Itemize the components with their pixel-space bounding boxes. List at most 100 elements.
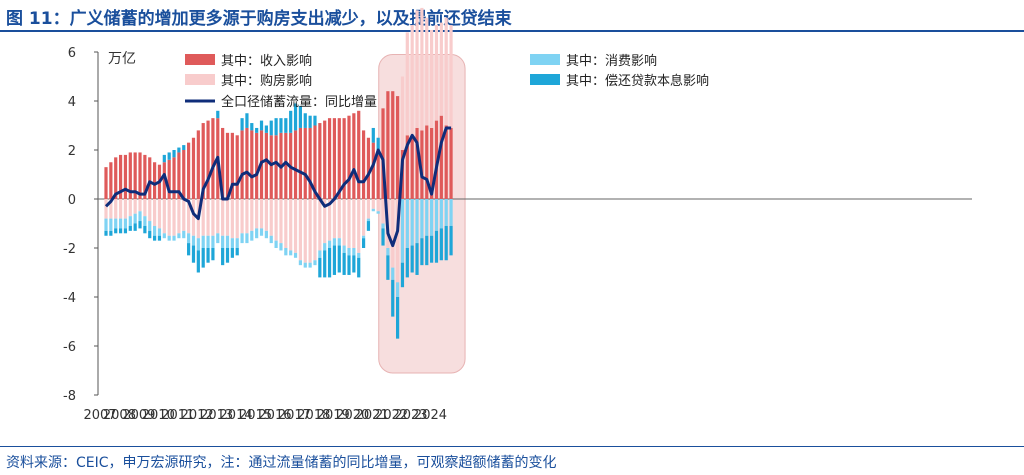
- bar-consumption: [259, 228, 264, 236]
- bar-house: [323, 199, 327, 244]
- bar-repay: [104, 230, 108, 236]
- bar-consumption: [196, 238, 200, 251]
- bar-income: [230, 132, 234, 199]
- bar-repay: [303, 113, 307, 128]
- bar-repay: [284, 118, 288, 133]
- bar-consumption: [104, 218, 108, 231]
- bar-consumption: [128, 216, 132, 226]
- bar-repay: [230, 248, 234, 258]
- bar-consumption: [391, 267, 395, 280]
- bar-income: [337, 118, 341, 199]
- bar-income: [255, 132, 259, 199]
- legend-label: 其中：购房影响: [221, 73, 312, 89]
- y-tick-label: 0: [68, 193, 76, 208]
- bar-house: [221, 199, 225, 236]
- bar-income: [332, 118, 337, 199]
- bar-consumption: [444, 199, 448, 226]
- bar-repay: [323, 250, 327, 278]
- bar-consumption: [172, 235, 176, 241]
- bar-house: [405, 32, 409, 136]
- bar-house: [332, 199, 337, 239]
- bar-repay: [342, 252, 346, 275]
- bar-repay: [420, 238, 424, 266]
- bar-repay: [123, 228, 128, 234]
- bar-repay: [216, 110, 220, 119]
- y-tick-label: -8: [63, 389, 76, 404]
- bar-house: [162, 199, 166, 234]
- legend-swatch: [185, 54, 215, 65]
- bar-consumption: [425, 199, 429, 236]
- x-tick-label: 2013: [200, 408, 233, 423]
- bar-income: [298, 127, 302, 199]
- bar-income: [284, 132, 288, 199]
- bar-consumption: [201, 235, 205, 248]
- bar-repay: [221, 248, 225, 266]
- legend-swatch: [185, 74, 215, 85]
- bar-income: [138, 152, 142, 199]
- bar-repay: [298, 105, 302, 128]
- bar-income: [361, 130, 366, 199]
- bar-house: [264, 199, 268, 231]
- bar-house: [430, 29, 434, 128]
- bar-income: [206, 120, 210, 199]
- bar-repay: [410, 245, 414, 273]
- bar-repay: [405, 248, 409, 278]
- bar-repay: [235, 248, 239, 256]
- bar-repay: [337, 245, 341, 273]
- bar-income: [376, 154, 380, 199]
- x-tick-label: 2008: [103, 408, 136, 423]
- bar-house: [138, 199, 142, 212]
- x-tick-label: 2016: [258, 408, 291, 423]
- x-tick-label: 2023: [394, 408, 427, 423]
- bar-repay: [182, 145, 186, 150]
- legend-label: 全口径储蓄流量：同比增量: [221, 94, 377, 110]
- x-tick-label: 2022: [375, 408, 408, 423]
- bar-consumption: [327, 240, 332, 248]
- bar-house: [206, 199, 210, 236]
- bar-consumption: [415, 199, 419, 244]
- bar-repay: [211, 248, 215, 261]
- bar-repay: [313, 115, 317, 126]
- bar-repay: [264, 125, 268, 133]
- bar-repay: [391, 279, 395, 317]
- x-tick-label: 2007: [83, 408, 116, 423]
- x-tick-label: 2009: [122, 408, 155, 423]
- x-tick-label: 2012: [181, 408, 214, 423]
- bar-income: [177, 152, 181, 199]
- bar-house: [357, 199, 361, 253]
- bar-consumption: [191, 235, 196, 246]
- bar-repay: [269, 120, 273, 136]
- bar-consumption: [298, 260, 302, 266]
- bar-consumption: [225, 235, 230, 248]
- bar-house: [177, 199, 181, 234]
- y-tick-label: 2: [68, 144, 76, 159]
- bar-repay: [187, 243, 191, 256]
- x-tick-label: 2019: [317, 408, 350, 423]
- line-total-savings: [104, 126, 452, 248]
- bar-consumption: [269, 235, 273, 244]
- bar-consumption: [303, 262, 307, 268]
- title-rule: [0, 30, 1024, 32]
- bar-house: [371, 199, 375, 209]
- bar-house: [235, 199, 239, 239]
- bar-repay: [289, 110, 293, 133]
- bar-house: [439, 22, 443, 116]
- bar-income: [293, 130, 298, 199]
- bar-repay: [347, 255, 351, 275]
- bar-income: [357, 110, 361, 199]
- bar-income: [128, 152, 132, 199]
- bar-house: [420, 7, 424, 131]
- bar-repay: [396, 297, 400, 339]
- bar-repay: [167, 152, 171, 160]
- bar-house: [114, 199, 118, 219]
- y-tick-label: 6: [68, 46, 76, 61]
- bar-consumption: [221, 235, 225, 248]
- bar-consumption: [138, 211, 142, 222]
- bar-consumption: [230, 238, 234, 248]
- bar-house: [216, 199, 220, 234]
- bar-income: [439, 115, 443, 199]
- bar-house: [449, 25, 453, 128]
- y-axis-label: 万亿: [108, 51, 136, 67]
- bar-income: [104, 167, 108, 199]
